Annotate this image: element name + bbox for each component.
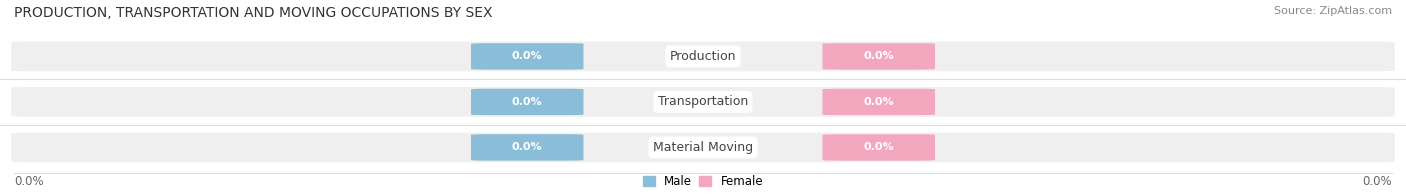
FancyBboxPatch shape xyxy=(471,134,583,161)
Text: 0.0%: 0.0% xyxy=(512,51,543,61)
Legend: Male, Female: Male, Female xyxy=(643,175,763,188)
FancyBboxPatch shape xyxy=(823,134,935,161)
Text: PRODUCTION, TRANSPORTATION AND MOVING OCCUPATIONS BY SEX: PRODUCTION, TRANSPORTATION AND MOVING OC… xyxy=(14,6,492,20)
Text: Material Moving: Material Moving xyxy=(652,141,754,154)
Text: Production: Production xyxy=(669,50,737,63)
FancyBboxPatch shape xyxy=(823,89,935,115)
Text: 0.0%: 0.0% xyxy=(863,97,894,107)
FancyBboxPatch shape xyxy=(11,87,1395,117)
FancyBboxPatch shape xyxy=(471,43,583,70)
Text: 0.0%: 0.0% xyxy=(14,175,44,188)
FancyBboxPatch shape xyxy=(11,132,1395,162)
Text: 0.0%: 0.0% xyxy=(512,142,543,152)
Text: Source: ZipAtlas.com: Source: ZipAtlas.com xyxy=(1274,6,1392,16)
Text: 0.0%: 0.0% xyxy=(1362,175,1392,188)
Text: 0.0%: 0.0% xyxy=(512,97,543,107)
FancyBboxPatch shape xyxy=(823,43,935,70)
Text: 0.0%: 0.0% xyxy=(863,142,894,152)
Text: 0.0%: 0.0% xyxy=(863,51,894,61)
FancyBboxPatch shape xyxy=(471,89,583,115)
FancyBboxPatch shape xyxy=(11,42,1395,71)
Text: Transportation: Transportation xyxy=(658,95,748,108)
